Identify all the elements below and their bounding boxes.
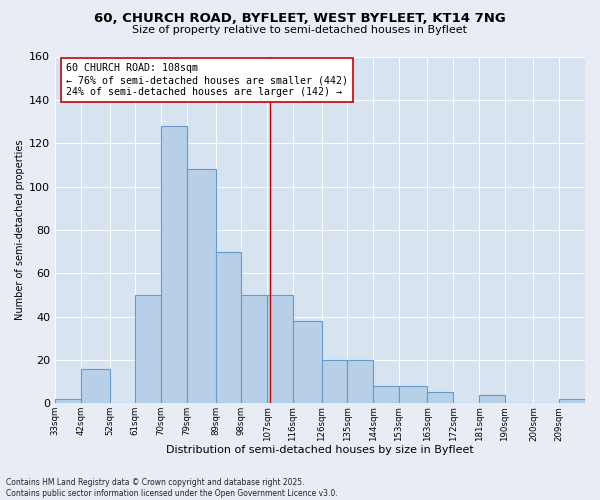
- Text: 60, CHURCH ROAD, BYFLEET, WEST BYFLEET, KT14 7NG: 60, CHURCH ROAD, BYFLEET, WEST BYFLEET, …: [94, 12, 506, 26]
- Bar: [347, 360, 373, 403]
- Bar: [427, 392, 453, 403]
- Bar: [322, 360, 347, 403]
- X-axis label: Distribution of semi-detached houses by size in Byfleet: Distribution of semi-detached houses by …: [166, 445, 474, 455]
- Bar: [187, 169, 215, 403]
- Bar: [215, 252, 241, 403]
- Text: Contains HM Land Registry data © Crown copyright and database right 2025.
Contai: Contains HM Land Registry data © Crown c…: [6, 478, 338, 498]
- Bar: [399, 386, 427, 403]
- Bar: [241, 295, 267, 403]
- Bar: [55, 399, 81, 403]
- Bar: [81, 368, 110, 403]
- Bar: [161, 126, 187, 403]
- Bar: [293, 321, 322, 403]
- Bar: [373, 386, 399, 403]
- Bar: [559, 399, 585, 403]
- Bar: [479, 394, 505, 403]
- Bar: [267, 295, 293, 403]
- Y-axis label: Number of semi-detached properties: Number of semi-detached properties: [15, 140, 25, 320]
- Text: 60 CHURCH ROAD: 108sqm
← 76% of semi-detached houses are smaller (442)
24% of se: 60 CHURCH ROAD: 108sqm ← 76% of semi-det…: [66, 64, 348, 96]
- Bar: [136, 295, 161, 403]
- Text: Size of property relative to semi-detached houses in Byfleet: Size of property relative to semi-detach…: [133, 25, 467, 35]
